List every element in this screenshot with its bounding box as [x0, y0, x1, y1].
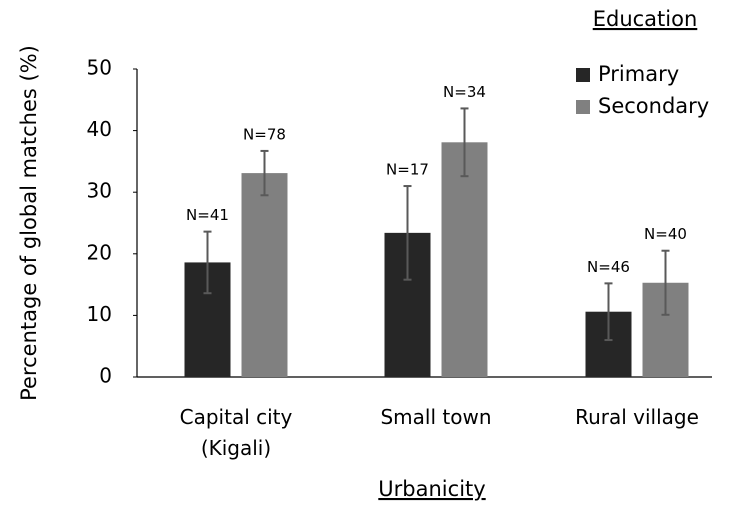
error-bar	[604, 282, 613, 342]
x-tick-label-line: Rural village	[575, 405, 699, 429]
annotation: N=46	[587, 258, 630, 276]
error-bar	[403, 185, 412, 281]
annotation: N=17	[386, 161, 429, 179]
bar	[441, 142, 488, 377]
error-bar	[661, 249, 670, 316]
legend-label: Secondary	[598, 94, 709, 118]
x-tick-label: Small town	[380, 405, 491, 429]
x-axis-title: Urbanicity	[378, 477, 485, 501]
legend-label: Primary	[598, 62, 679, 86]
y-tick-label: 30	[87, 179, 112, 203]
x-tick-label: Capital city (Kigali)	[180, 405, 293, 460]
error-bar	[260, 149, 269, 197]
y-tick-label: 10	[87, 302, 112, 326]
error-bar	[203, 230, 212, 295]
annotation: N=34	[443, 83, 486, 101]
y-axis-title: Percentage of global matches (%)	[17, 45, 41, 401]
x-tick-label-line: (Kigali)	[201, 436, 271, 460]
x-tick-label-line: Small town	[380, 405, 491, 429]
y-tick-label: 50	[87, 56, 112, 80]
annotation: N=78	[243, 125, 286, 143]
legend-title: Education	[593, 7, 698, 31]
error-bar	[460, 107, 469, 178]
y-tick-label: 40	[87, 117, 112, 141]
y-tick-label: 0	[99, 364, 112, 388]
annotation: N=40	[644, 225, 687, 243]
legend-swatch	[576, 68, 590, 82]
x-tick-label-line: Capital city	[180, 405, 293, 429]
annotation: N=41	[186, 206, 229, 224]
y-tick-label: 20	[87, 240, 112, 264]
bar	[241, 173, 288, 377]
x-tick-label: Rural village	[575, 405, 699, 429]
legend-swatch	[576, 100, 590, 114]
